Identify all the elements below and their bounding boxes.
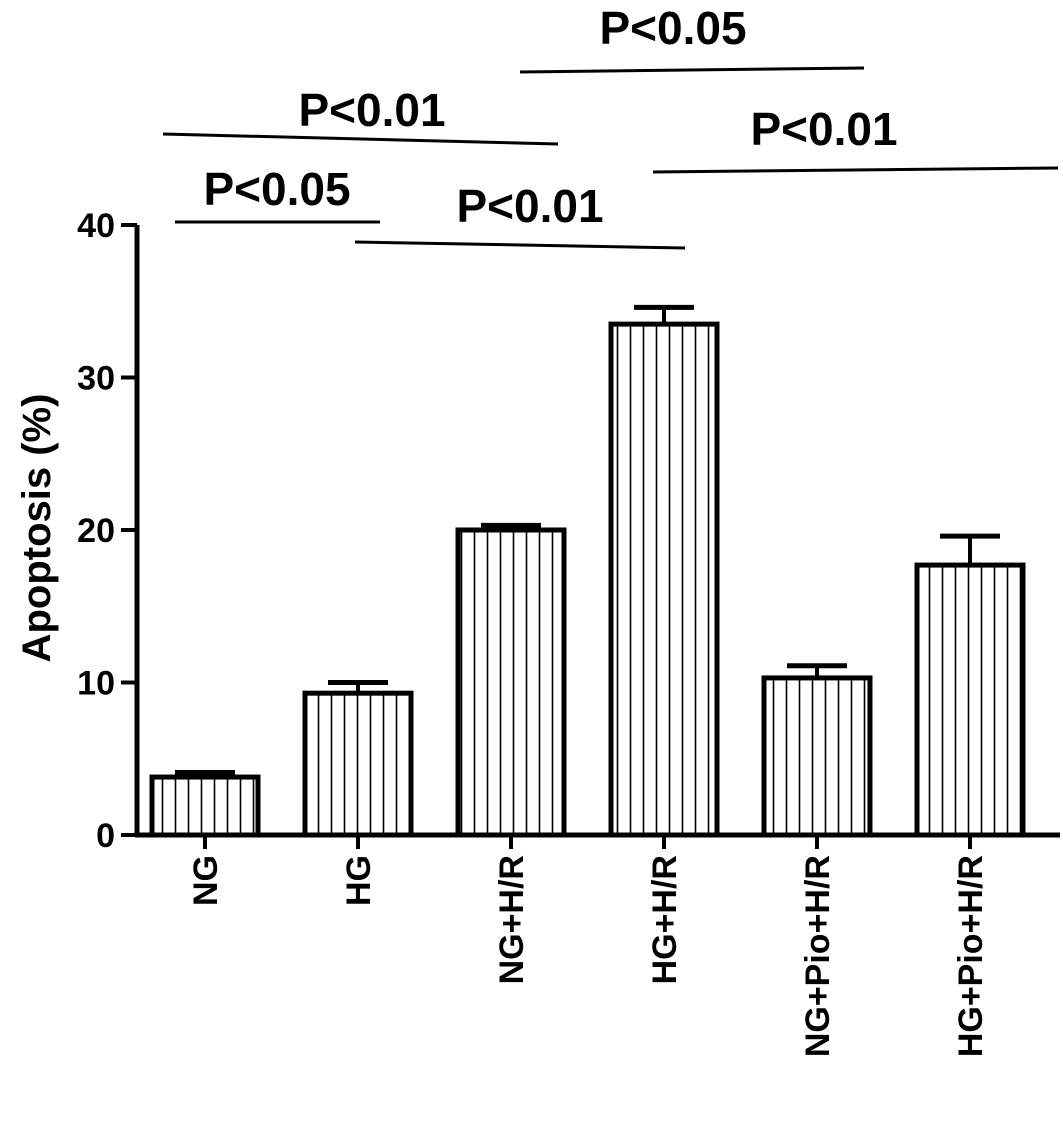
significance-line [162,132,559,146]
y-axis: 0 10 20 30 40 [77,207,140,855]
significance-label: P<0.01 [750,103,897,155]
bar [149,774,261,838]
significance-label: P<0.05 [599,2,746,54]
bar [608,321,720,838]
bar [302,690,414,838]
category-label: NG [187,855,225,906]
significance-line [519,66,865,74]
significance-bracket: P<0.01 [652,103,1059,174]
category-label: NG+Pio+H/R [799,855,837,1057]
x-axis: NG HG NG+H/R HG+H/R NG+Pio+H/R HG+Pio+H/R [135,832,1060,1057]
significance-bracket: P<0.05 [175,163,380,224]
significance-bracket: P<0.05 [519,2,865,74]
significance-label: P<0.05 [203,163,350,215]
bar [914,562,1026,838]
category-label: HG [340,855,378,906]
bar-group [149,769,261,838]
significance-line [652,166,1059,174]
bar-group [761,663,873,838]
y-tick-label: 20 [77,512,115,550]
bar [455,527,567,838]
bar-group [455,522,567,838]
bar [761,675,873,838]
category-label: NG+H/R [493,855,531,984]
bar-group [608,304,720,838]
y-tick-label: 10 [77,665,115,703]
category-label: HG+H/R [646,855,684,984]
bar-group [302,680,414,838]
category-label: HG+Pio+H/R [952,855,990,1057]
significance-label: P<0.01 [456,180,603,232]
y-axis-label: Apoptosis (%) [15,394,59,663]
bars-layer [149,304,1026,838]
y-tick-label: 40 [77,207,115,245]
y-tick-label: 30 [77,360,115,398]
significance-bracket: P<0.01 [162,84,559,146]
comparison-layer: P<0.05 P<0.01P<0.01P<0.05P<0.01 [162,2,1059,250]
y-tick-label: 0 [96,817,115,855]
significance-label: P<0.01 [298,84,445,136]
significance-bracket: P<0.01 [354,180,686,250]
bar-group [914,533,1026,838]
significance-line [354,240,686,250]
